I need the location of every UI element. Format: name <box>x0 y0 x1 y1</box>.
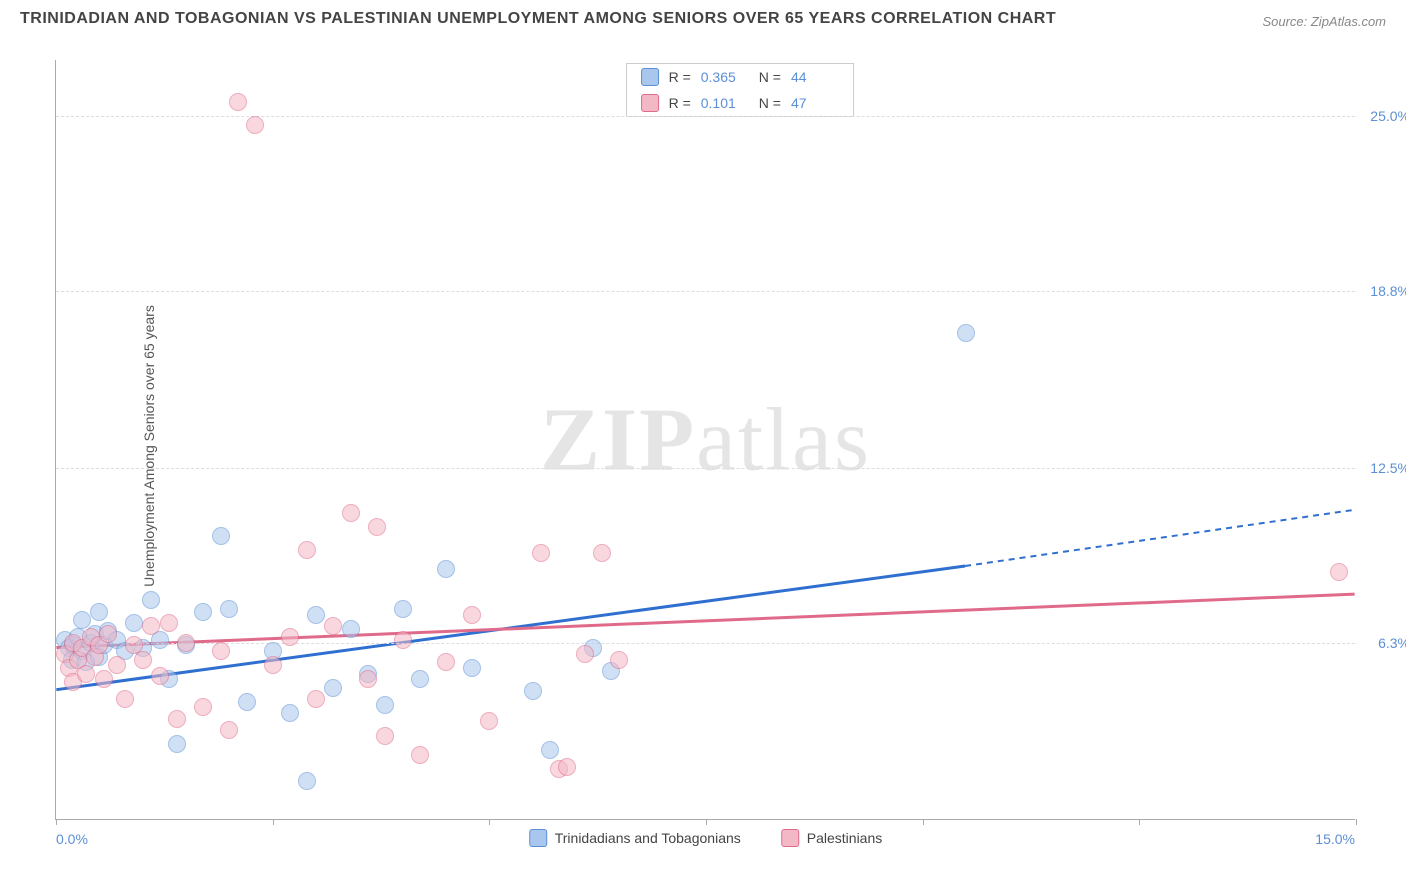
data-point <box>212 527 230 545</box>
correlation-legend: R = 0.365 N = 44 R = 0.101 N = 47 <box>626 63 854 117</box>
watermark: ZIPatlas <box>540 388 871 491</box>
data-point <box>95 670 113 688</box>
x-tick-mark <box>1139 819 1140 825</box>
swatch-series1 <box>641 68 659 86</box>
chart-title: TRINIDADIAN AND TOBAGONIAN VS PALESTINIA… <box>20 10 1056 28</box>
data-point <box>307 606 325 624</box>
data-point <box>108 656 126 674</box>
data-point <box>246 116 264 134</box>
x-tick-mark <box>706 819 707 825</box>
data-point <box>177 634 195 652</box>
x-tick-mark <box>489 819 490 825</box>
y-tick-label: 12.5% <box>1370 460 1406 476</box>
data-point <box>342 620 360 638</box>
data-point <box>411 670 429 688</box>
data-point <box>125 614 143 632</box>
r-value-2: 0.101 <box>701 95 749 111</box>
data-point <box>480 712 498 730</box>
data-point <box>576 645 594 663</box>
legend-row-series2: R = 0.101 N = 47 <box>627 90 853 116</box>
data-point <box>220 600 238 618</box>
data-point <box>298 541 316 559</box>
data-point <box>541 741 559 759</box>
data-point <box>437 560 455 578</box>
data-point <box>142 617 160 635</box>
x-tick-mark <box>923 819 924 825</box>
swatch-series2 <box>641 94 659 112</box>
data-point <box>324 679 342 697</box>
data-point <box>376 696 394 714</box>
data-point <box>463 659 481 677</box>
y-tick-label: 6.3% <box>1378 635 1406 651</box>
data-point <box>463 606 481 624</box>
data-point <box>281 628 299 646</box>
x-tick-mark <box>1356 819 1357 825</box>
data-point <box>281 704 299 722</box>
legend-item-1: Trinidadians and Tobagonians <box>529 829 741 847</box>
swatch-series1 <box>529 829 547 847</box>
gridline <box>56 291 1355 292</box>
n-value-1: 44 <box>791 69 839 85</box>
x-tick-mark <box>273 819 274 825</box>
data-point <box>593 544 611 562</box>
data-point <box>394 631 412 649</box>
y-tick-label: 18.8% <box>1370 283 1406 299</box>
r-value-1: 0.365 <box>701 69 749 85</box>
data-point <box>610 651 628 669</box>
data-point <box>238 693 256 711</box>
data-point <box>411 746 429 764</box>
data-point <box>194 698 212 716</box>
data-point <box>307 690 325 708</box>
plot-area: ZIPatlas R = 0.365 N = 44 R = 0.101 N = … <box>55 60 1355 820</box>
data-point <box>524 682 542 700</box>
data-point <box>229 93 247 111</box>
n-value-2: 47 <box>791 95 839 111</box>
data-point <box>212 642 230 660</box>
data-point <box>142 591 160 609</box>
data-point <box>134 651 152 669</box>
data-point <box>168 710 186 728</box>
data-point <box>77 665 95 683</box>
data-point <box>1330 563 1348 581</box>
data-point <box>116 690 134 708</box>
data-point <box>90 603 108 621</box>
data-point <box>437 653 455 671</box>
swatch-series2 <box>781 829 799 847</box>
data-point <box>264 656 282 674</box>
n-label: N = <box>759 95 781 111</box>
data-point <box>376 727 394 745</box>
y-tick-label: 25.0% <box>1370 108 1406 124</box>
data-point <box>168 735 186 753</box>
data-point <box>99 625 117 643</box>
data-point <box>342 504 360 522</box>
r-label: R = <box>669 69 691 85</box>
data-point <box>532 544 550 562</box>
series-legend: Trinidadians and Tobagonians Palestinian… <box>529 829 883 847</box>
data-point <box>194 603 212 621</box>
x-tick-mark <box>56 819 57 825</box>
legend-label-1: Trinidadians and Tobagonians <box>555 830 741 846</box>
r-label: R = <box>669 95 691 111</box>
data-point <box>558 758 576 776</box>
data-point <box>298 772 316 790</box>
gridline <box>56 468 1355 469</box>
gridline <box>56 643 1355 644</box>
legend-label-2: Palestinians <box>807 830 883 846</box>
data-point <box>957 324 975 342</box>
x-tick-max: 15.0% <box>1315 831 1355 847</box>
data-point <box>368 518 386 536</box>
data-point <box>324 617 342 635</box>
n-label: N = <box>759 69 781 85</box>
legend-item-2: Palestinians <box>781 829 883 847</box>
legend-row-series1: R = 0.365 N = 44 <box>627 64 853 90</box>
x-tick-min: 0.0% <box>56 831 88 847</box>
data-point <box>359 670 377 688</box>
source-attribution: Source: ZipAtlas.com <box>1262 14 1386 29</box>
data-point <box>151 667 169 685</box>
data-point <box>394 600 412 618</box>
data-point <box>160 614 178 632</box>
data-point <box>220 721 238 739</box>
